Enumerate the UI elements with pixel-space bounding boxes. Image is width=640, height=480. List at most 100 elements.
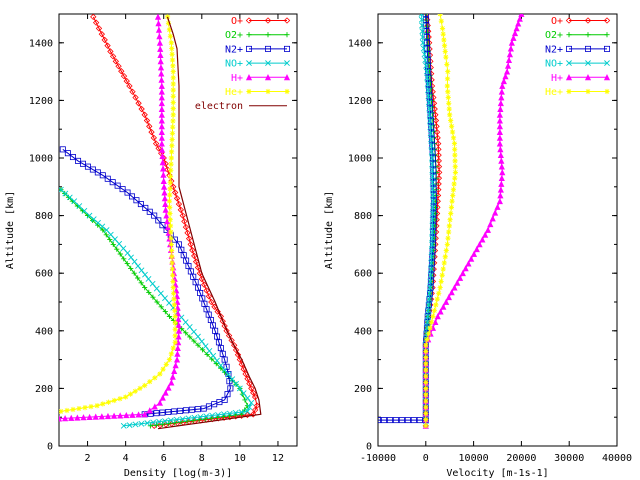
panel-2-ytick-label: 200 bbox=[354, 384, 372, 395]
panel-1-series-He+-point bbox=[171, 302, 177, 308]
panel-1-series-He+-point bbox=[172, 326, 178, 332]
panel-1-series-H+-point bbox=[159, 159, 166, 166]
panel-1-series-He+-point bbox=[172, 313, 178, 319]
panel-2-series-NO+-point bbox=[419, 28, 426, 35]
panel-1-series-NO+-point bbox=[166, 300, 173, 306]
panel-2-series-N2+-point bbox=[424, 62, 431, 69]
panel-1-legend-marker-O+ bbox=[283, 17, 291, 24]
panel-2-series-He+-point bbox=[442, 48, 448, 55]
panel-1-series-H+-point bbox=[169, 373, 176, 380]
panel-1-series-N2+-point bbox=[151, 212, 158, 219]
panel-1-series-He+-point bbox=[170, 75, 176, 81]
panel-1-series-O+-point bbox=[187, 241, 194, 248]
panel-1-legend-marker-He+ bbox=[284, 88, 290, 95]
panel-2-series-He+-point bbox=[441, 37, 447, 43]
panel-1-series-O2+-point bbox=[103, 232, 109, 238]
panel-1-series-O+-point bbox=[101, 36, 108, 44]
panel-2-series-H+-point bbox=[498, 94, 505, 101]
panel-1-legend-label-N2+: N2+ bbox=[225, 44, 243, 55]
panel-2-series-He+-point bbox=[423, 348, 429, 355]
panel-2-series-NO+-point bbox=[429, 235, 436, 242]
panel-1-series-O+-point bbox=[109, 53, 117, 60]
panel-1-series-H+-point bbox=[158, 134, 165, 141]
panel-1-series-NO+-point bbox=[190, 328, 197, 335]
panel-2-series-N2+-point bbox=[423, 16, 430, 23]
panel-2-series-He+-point bbox=[446, 223, 452, 229]
panel-2-series-H+-point bbox=[462, 265, 469, 272]
panel-2-series-N2+-point bbox=[428, 259, 435, 266]
panel-1-series-H+-point bbox=[160, 171, 167, 178]
panel-2-series-He+-point bbox=[450, 135, 457, 141]
panel-1-series-NO+-point bbox=[162, 418, 168, 424]
panel-2-series-NO+-point bbox=[429, 167, 436, 174]
panel-2-series-H+-point bbox=[503, 68, 511, 75]
panel-1-series-O+-point bbox=[92, 19, 100, 26]
panel-1-series-H+-point bbox=[161, 189, 168, 196]
panel-2-series-He+-point bbox=[450, 187, 457, 193]
panel-1-series-NO+-point bbox=[185, 415, 192, 422]
panel-1-series-H+-point bbox=[161, 183, 168, 190]
panel-1-series-NO+-point bbox=[103, 227, 110, 233]
panel-2-series-H+-point bbox=[500, 77, 507, 85]
panel-2-series-H+-point bbox=[497, 151, 504, 159]
panel-2-series-He+-point bbox=[452, 152, 458, 158]
panel-2-series-N2+-point bbox=[430, 235, 437, 242]
panel-1-series-O+-point bbox=[179, 212, 186, 219]
panel-1-series-He+-point bbox=[165, 20, 172, 26]
panel-2-series-N2+-point bbox=[425, 74, 432, 81]
panel-1-series-O+-point bbox=[132, 94, 139, 101]
panel-2-series-He+-point bbox=[448, 117, 454, 124]
panel-1-series-H+-point bbox=[158, 100, 165, 107]
panel-2-xtick-label: 20000 bbox=[506, 453, 536, 464]
panel-2-series-He+-point bbox=[446, 229, 452, 235]
panel-2-legend-marker-H+ bbox=[603, 74, 611, 81]
panel-1-series-NO+-point bbox=[156, 418, 163, 425]
panel-1-series-O+-point bbox=[232, 346, 240, 354]
panel-1-series-H+-point bbox=[62, 415, 69, 422]
panel-2-series-NO+-point bbox=[427, 278, 434, 285]
panel-1-series-N2+-point bbox=[225, 370, 232, 377]
panel-2-ylabel: Altitude [km] bbox=[324, 191, 335, 269]
panel-1-series-He+-point bbox=[169, 45, 175, 52]
panel-1-series-He+-point bbox=[127, 391, 133, 397]
panel-2-legend-marker-N2+ bbox=[566, 45, 573, 52]
panel-2-series-H+-point bbox=[504, 62, 512, 69]
panel-1-series-He+-point bbox=[172, 339, 178, 345]
panel-1-series-NO+-point bbox=[225, 371, 232, 378]
panel-1-series-NO+-point bbox=[153, 285, 160, 292]
panel-1-series-O+-point bbox=[228, 337, 235, 344]
panel-2-xtick-label: 10000 bbox=[459, 453, 489, 464]
panel-1-series-O+-point bbox=[107, 48, 114, 55]
panel-1-series-NO+-point bbox=[126, 422, 133, 429]
panel-1-series-N2+-point bbox=[165, 409, 172, 416]
panel-1-series-H+-point bbox=[168, 379, 175, 386]
panel-1-series-O2+-point bbox=[131, 270, 137, 276]
panel-2-series-He+-point bbox=[447, 112, 453, 118]
panel-1-series-N2+-point bbox=[227, 385, 234, 392]
panel-1-series-O2+-point bbox=[159, 421, 166, 427]
panel-2-series-NO+-point bbox=[425, 301, 432, 308]
panel-1-series-He+-point bbox=[170, 106, 176, 112]
panel-2-series-NO+-point bbox=[429, 179, 436, 186]
panel-2-series-N2+-point bbox=[429, 142, 436, 149]
panel-2-series-He+-point bbox=[440, 266, 446, 272]
panel-1-series-H+-point bbox=[158, 128, 165, 135]
panel-1-series-O+-point bbox=[175, 200, 183, 208]
panel-1-series-He+-point bbox=[160, 366, 166, 372]
panel-2-series-H+-point bbox=[496, 134, 503, 141]
panel-1-series-H+-point bbox=[159, 165, 167, 172]
panel-1-series-H+-point bbox=[162, 200, 169, 207]
panel-1-series-He+-point bbox=[168, 235, 174, 241]
panel-2-series-N2+-point bbox=[416, 417, 423, 424]
panel-2-series-N2+-point bbox=[430, 161, 437, 168]
panel-2-series-He+-point bbox=[423, 367, 429, 373]
panel-1-ytick-label: 400 bbox=[35, 326, 53, 337]
panel-1-series-He+-point bbox=[163, 361, 169, 367]
panel-2-series-H+-point bbox=[451, 284, 458, 291]
panel-1-series-H+-point bbox=[161, 195, 168, 202]
panel-2-series-H+-point bbox=[497, 146, 504, 153]
panel-1-series-H+-point bbox=[158, 82, 165, 89]
panel-1-legend-label-O+: O+ bbox=[231, 16, 243, 27]
panel-1-series-N2+-point bbox=[128, 193, 135, 200]
panel-1-series-H+-point bbox=[156, 399, 163, 406]
